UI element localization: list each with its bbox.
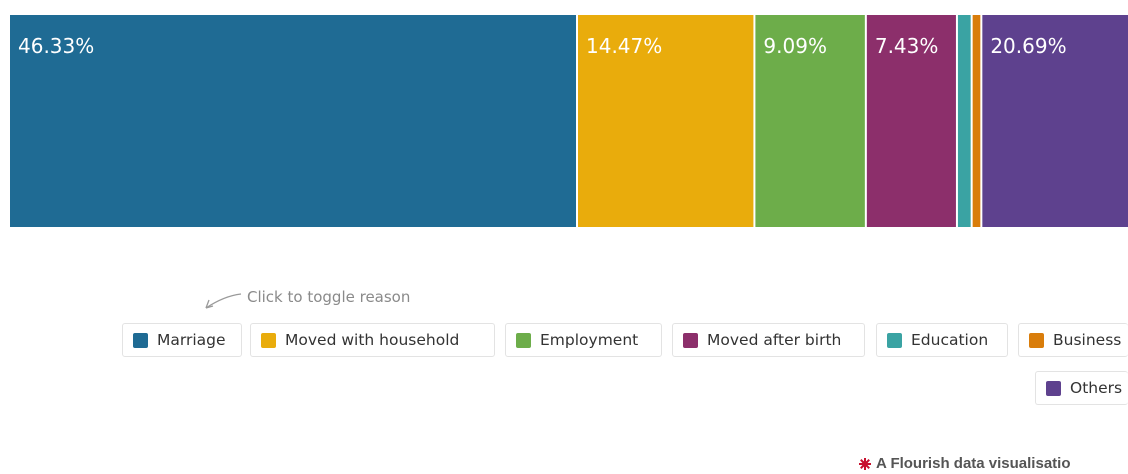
- legend-swatch-icon: [1029, 332, 1044, 348]
- legend-item-employment[interactable]: Employment: [505, 323, 662, 357]
- legend-label: Education: [911, 331, 989, 349]
- flourish-credit[interactable]: A Flourish data visualisatio: [858, 455, 1071, 472]
- legend-swatch-icon: [133, 332, 148, 348]
- legend-item-education[interactable]: Education: [876, 323, 1008, 357]
- legend-item-moved-with-household[interactable]: Moved with household: [250, 323, 495, 357]
- data-label: 14.47%: [586, 34, 662, 58]
- bar-segment-business[interactable]: [972, 15, 981, 227]
- bar-segment-moved-after-birth[interactable]: [866, 15, 956, 227]
- hint-arrow-icon: [205, 293, 242, 309]
- flourish-logo-icon: [859, 457, 871, 470]
- legend-item-marriage[interactable]: Marriage: [122, 323, 242, 357]
- legend-label: Marriage: [157, 331, 226, 349]
- legend-label: Others: [1070, 379, 1123, 397]
- data-label: 20.69%: [990, 34, 1066, 58]
- toggle-hint: Click to toggle reason: [247, 288, 411, 306]
- data-label: 9.09%: [763, 34, 827, 58]
- legend-swatch-icon: [683, 332, 698, 348]
- legend-label: Moved after birth: [707, 331, 842, 349]
- legend-swatch-icon: [516, 332, 531, 348]
- flourish-credit-text: A Flourish data visualisatio: [876, 455, 1071, 472]
- legend-label: Moved with household: [285, 331, 460, 349]
- data-label: 7.43%: [875, 34, 939, 58]
- legend-item-moved-after-birth[interactable]: Moved after birth: [672, 323, 865, 357]
- stacked-bar-chart: 46.33% 14.47% 9.09% 7.43% 20.69%: [10, 15, 1128, 227]
- legend-swatch-icon: [261, 332, 276, 348]
- bar-segment-employment[interactable]: [755, 15, 865, 227]
- legend-swatch-icon: [887, 332, 902, 348]
- bar-segment-education[interactable]: [957, 15, 971, 227]
- bar-segment-others[interactable]: [982, 15, 1128, 227]
- bar-segment-marriage[interactable]: [10, 15, 577, 227]
- legend-item-business[interactable]: Business: [1018, 323, 1128, 357]
- bar-segment-moved-with-household[interactable]: [578, 15, 754, 227]
- legend-label: Employment: [540, 331, 639, 349]
- data-label: 46.33%: [18, 34, 94, 58]
- legend-swatch-icon: [1046, 380, 1061, 396]
- legend-item-others[interactable]: Others: [1035, 371, 1128, 405]
- legend-label: Business: [1053, 331, 1122, 349]
